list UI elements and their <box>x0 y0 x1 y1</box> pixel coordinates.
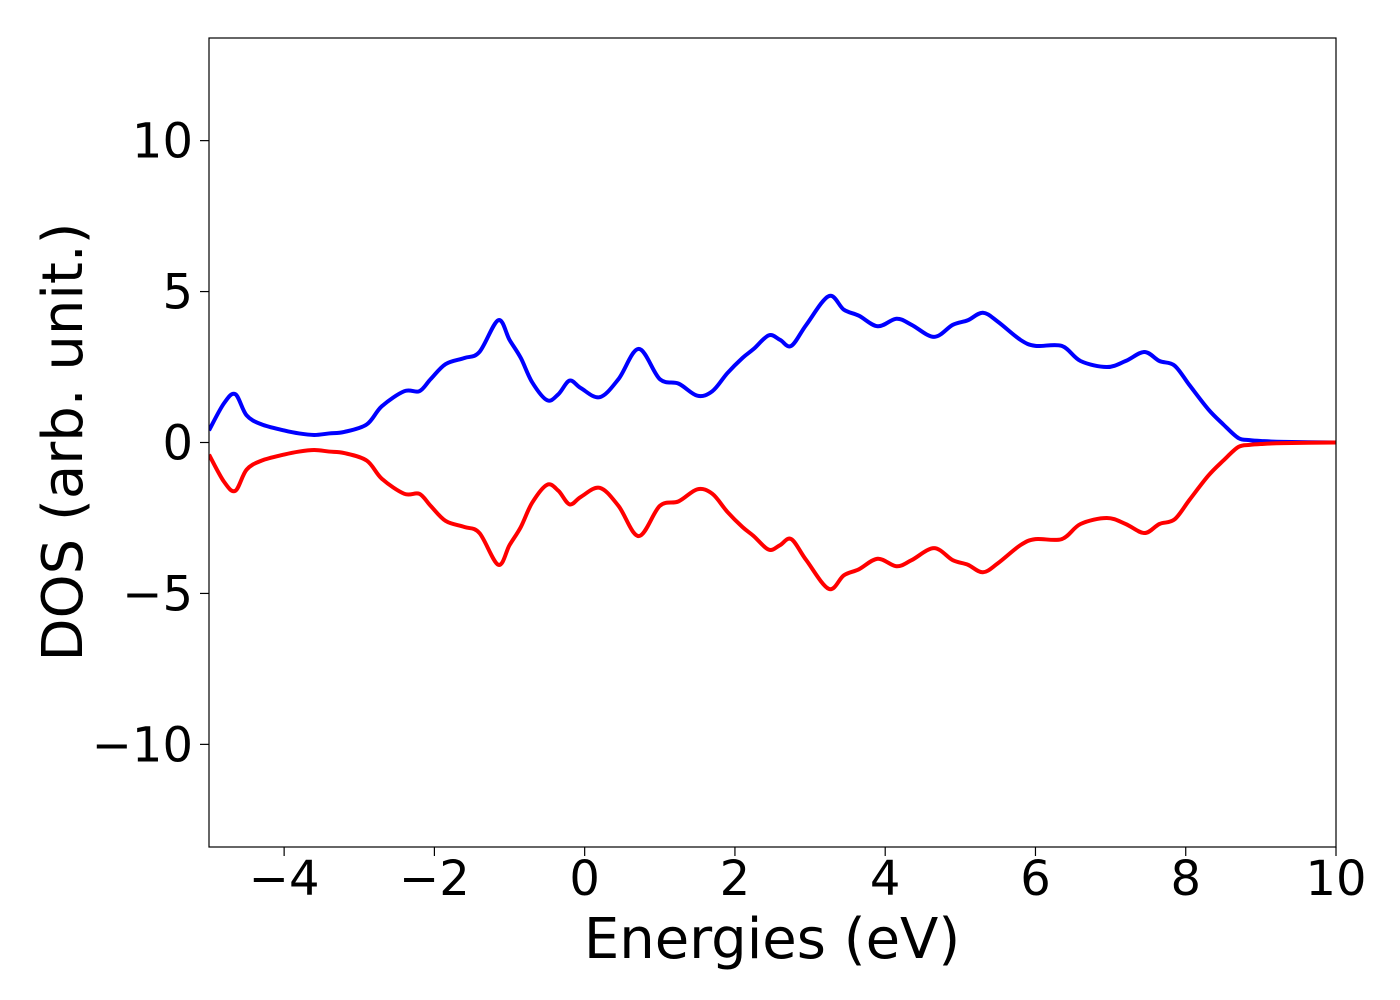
x-tick-label: 10 <box>1305 851 1366 907</box>
x-tick-label: 0 <box>569 851 600 907</box>
series-line-down <box>209 440 1336 592</box>
x-tick-label: 2 <box>720 851 751 907</box>
y-tick-label: −10 <box>92 717 193 773</box>
x-tick-label: 6 <box>1020 851 1051 907</box>
series-line-up <box>209 293 1336 445</box>
y-tick-label: −5 <box>122 566 193 622</box>
y-axis-ticks: −10 −5 0 5 10 <box>92 114 209 773</box>
x-tick-label: 4 <box>870 851 901 907</box>
series-layer <box>209 293 1336 592</box>
x-axis-label: Energies (eV) <box>584 907 960 972</box>
x-tick-label: 8 <box>1170 851 1201 907</box>
y-axis-label: DOS (arb. unit.) <box>31 222 96 661</box>
x-tick-label: −2 <box>399 851 470 907</box>
y-tick-label: 10 <box>132 114 193 170</box>
y-tick-label: 0 <box>162 416 193 472</box>
y-tick-label: 5 <box>162 265 193 321</box>
x-axis-ticks: −4 −2 0 2 4 6 8 10 <box>249 847 1367 907</box>
x-tick-label: −4 <box>249 851 320 907</box>
